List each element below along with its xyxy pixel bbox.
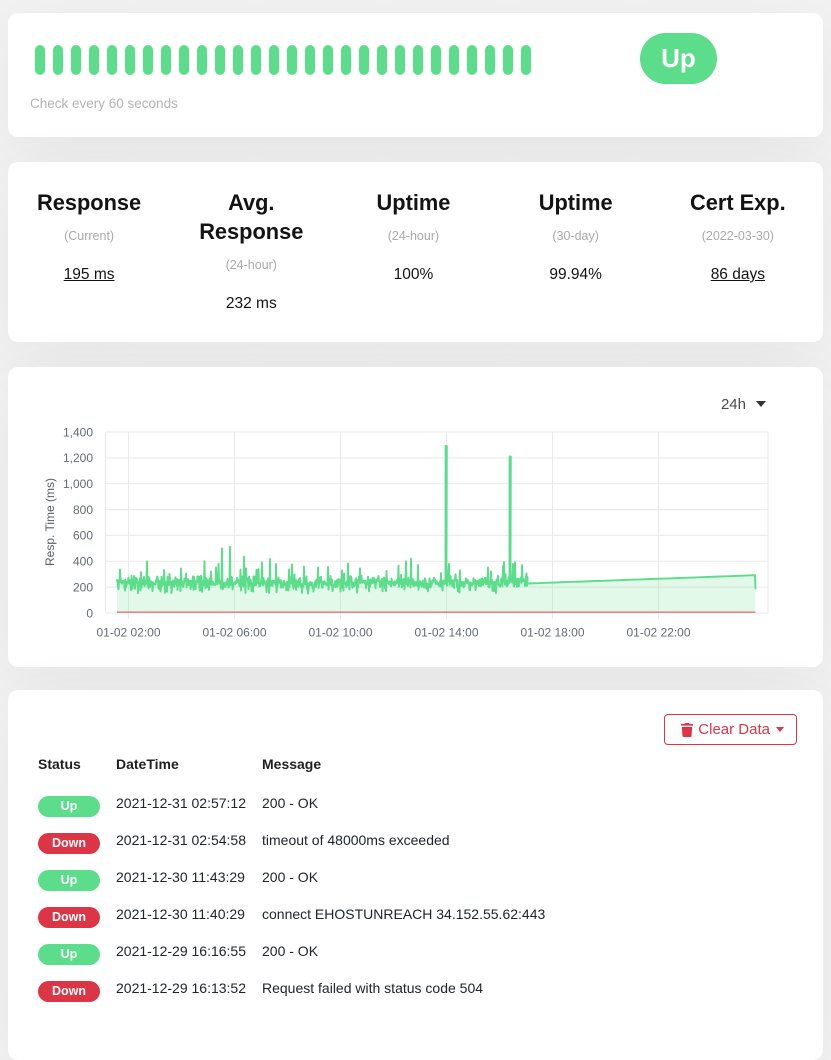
svg-text:400: 400 [73,555,93,569]
svg-text:Resp. Time (ms): Resp. Time (ms) [43,478,57,566]
svg-text:01-02 02:00: 01-02 02:00 [96,626,160,640]
svg-text:200: 200 [73,580,93,594]
svg-text:01-02 18:00: 01-02 18:00 [520,626,584,640]
svg-text:01-02 06:00: 01-02 06:00 [202,626,266,640]
svg-text:01-02 14:00: 01-02 14:00 [414,626,478,640]
svg-text:800: 800 [73,503,93,517]
svg-text:1,000: 1,000 [63,477,93,491]
svg-text:1,200: 1,200 [63,451,93,465]
svg-text:1,400: 1,400 [63,425,93,439]
svg-text:01-02 22:00: 01-02 22:00 [626,626,690,640]
svg-text:0: 0 [86,606,93,620]
svg-text:01-02 10:00: 01-02 10:00 [308,626,372,640]
svg-text:600: 600 [73,529,93,543]
